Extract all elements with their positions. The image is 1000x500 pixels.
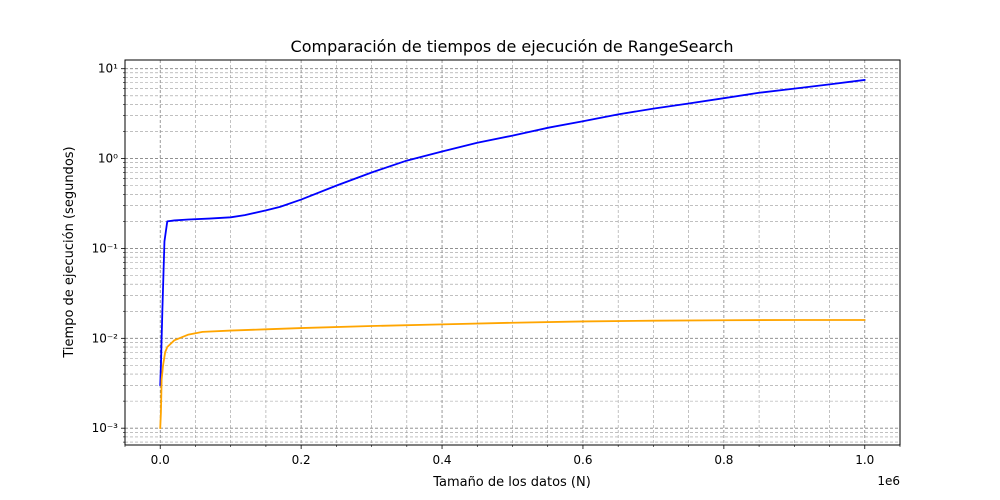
y-tick-label: 10⁻³ xyxy=(92,421,119,435)
x-axis-label: Tamaño de los datos (N) xyxy=(432,475,591,490)
series-line-2 xyxy=(159,319,866,430)
series-line-1 xyxy=(159,79,866,387)
x-tick-label: 0.4 xyxy=(432,453,451,467)
x-tick-label: 0.6 xyxy=(573,453,592,467)
x-axis-offset: 1e6 xyxy=(877,474,900,488)
plot-series xyxy=(159,79,866,430)
x-tick-label: 1.0 xyxy=(855,453,874,467)
x-tick-label: 0.8 xyxy=(714,453,733,467)
chart-title: Comparación de tiempos de ejecución de R… xyxy=(291,37,734,56)
grid xyxy=(124,60,901,445)
y-tick-label: 10⁻¹ xyxy=(92,241,119,255)
x-tick-label: 0.2 xyxy=(292,453,311,467)
y-axis-label: Tiempo de ejecución (segundos) xyxy=(62,146,77,358)
x-axis-ticks: 0.0 0.2 0.4 0.6 0.8 1.0 xyxy=(124,445,901,467)
x-tick-label: 0.0 xyxy=(151,453,170,467)
y-tick-label: 10⁻² xyxy=(92,331,119,345)
y-axis-ticks: 10⁻³ 10⁻² 10⁻¹ 10⁰ 10¹ xyxy=(92,62,125,443)
y-tick-label: 10¹ xyxy=(98,62,118,76)
y-tick-label: 10⁰ xyxy=(98,152,118,166)
